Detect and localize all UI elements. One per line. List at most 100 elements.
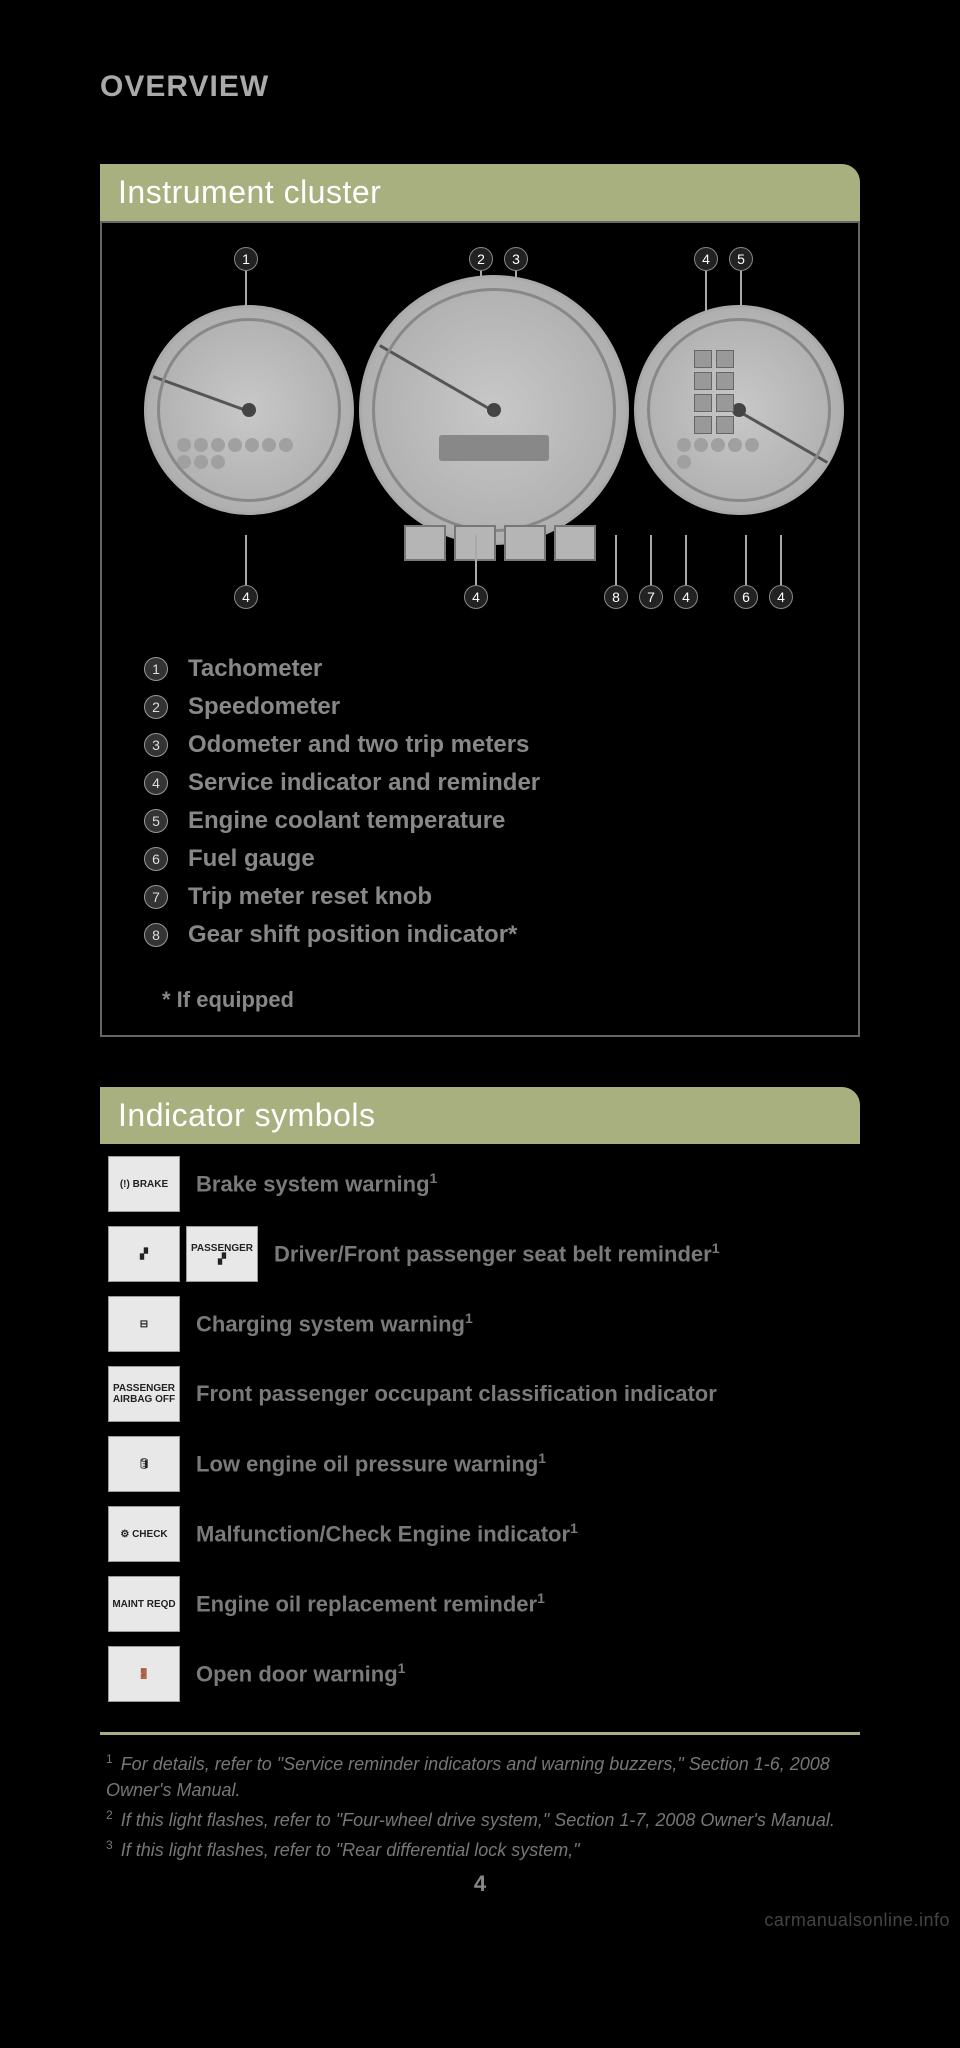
callout-lead-line [780,535,782,585]
legend-label: Engine coolant temperature [188,807,505,835]
callout-number: 2 [469,247,493,271]
legend-label: Odometer and two trip meters [188,731,529,759]
callout-number: 3 [504,247,528,271]
legend-row: 5 Engine coolant temperature [144,807,816,835]
if-equipped-note: * If equipped [162,987,846,1013]
watermark: carmanualsonline.info [764,1910,950,1931]
indicator-dots [177,438,297,469]
callout-lead-line [705,271,707,311]
legend-number: 6 [144,847,168,871]
callout-number: 8 [604,585,628,609]
open-door-icon: 🚪 [108,1646,180,1702]
callout-lead-line [650,535,652,585]
callout-number: 4 [694,247,718,271]
legend-row: 3 Odometer and two trip meters [144,731,816,759]
legend-label: Tachometer [188,655,322,683]
indicator-label: Brake system warning1 [196,1170,437,1198]
oil-pressure-icon: 🛢 [108,1436,180,1492]
legend-row: 2 Speedometer [144,693,816,721]
callout-number: 4 [234,585,258,609]
callout-number: 5 [729,247,753,271]
cluster-legend: 1 Tachometer 2 Speedometer 3 Odometer and two… [114,635,846,969]
brake-icon: (!) BRAKE [108,1156,180,1212]
instrument-cluster-box: 12345 [100,221,860,1037]
indicator-row: ▞PASSENGER ▞ Driver/Front passenger seat … [108,1226,852,1282]
legend-label: Fuel gauge [188,845,315,873]
odometer-lcd [439,435,549,461]
callout-number: 4 [464,585,488,609]
indicator-dots [677,438,767,469]
legend-label: Trip meter reset knob [188,883,432,911]
maint-reqd-icon: MAINT REQD [108,1576,180,1632]
indicator-row: ⚙ CHECK Malfunction/Check Engine indicato… [108,1506,852,1562]
cluster-buttons [404,525,596,561]
indicator-row: ⊟ Charging system warning1 [108,1296,852,1352]
footnote: 3 If this light flashes, refer to "Rear … [106,1837,854,1863]
indicator-label: Front passenger occupant classification … [196,1380,717,1408]
legend-number: 2 [144,695,168,719]
legend-row: 7 Trip meter reset knob [144,883,816,911]
legend-row: 6 Fuel gauge [144,845,816,873]
indicator-label: Charging system warning1 [196,1310,473,1338]
legend-number: 5 [144,809,168,833]
section-divider [100,1732,860,1735]
indicator-row: (!) BRAKE Brake system warning1 [108,1156,852,1212]
footnote: 2 If this light flashes, refer to "Four-… [106,1807,854,1833]
indicator-row: MAINT REQD Engine oil replacement reminde… [108,1576,852,1632]
page-container: OVERVIEW Instrument cluster 12345 [0,0,960,1937]
indicator-row: 🛢 Low engine oil pressure warning1 [108,1436,852,1492]
gear-shift-indicator [694,350,734,434]
indicator-label: Low engine oil pressure warning1 [196,1450,546,1478]
callout-number: 6 [734,585,758,609]
callout-number: 4 [674,585,698,609]
indicator-label: Engine oil replacement reminder1 [196,1590,545,1618]
tachometer-needle [153,375,250,413]
airbag-off-icon: PASSENGER AIRBAG OFF [108,1366,180,1422]
gauge-hub [732,403,746,417]
indicator-label: Driver/Front passenger seat belt reminde… [274,1240,720,1268]
legend-number: 4 [144,771,168,795]
indicator-symbol-list: (!) BRAKEBrake system warning1▞PASSENGER… [100,1144,860,1702]
fuel-needle [738,410,828,464]
callout-number: 7 [639,585,663,609]
section-title-cluster: Instrument cluster [100,164,860,221]
indicator-symbols-section: Indicator symbols (!) BRAKE Brake system … [100,1087,860,1702]
legend-number: 3 [144,733,168,757]
legend-number: 1 [144,657,168,681]
seatbelt-passenger-icon: PASSENGER ▞ [186,1226,258,1282]
legend-row: 8 Gear shift position indicator* [144,921,816,949]
seatbelt-driver-icon: ▞ [108,1226,180,1282]
callout-lead-line [245,535,247,585]
fuel-temp-gauge [634,305,844,515]
footnotes: 1 For details, refer to "Service reminde… [100,1751,860,1863]
indicator-label: Open door warning1 [196,1660,405,1688]
legend-row: 1 Tachometer [144,655,816,683]
page-number: 4 [100,1871,860,1897]
callout-lead-line [685,535,687,585]
gauge-hub [487,403,501,417]
section-title-indicators: Indicator symbols [100,1087,860,1144]
indicator-row: 🚪 Open door warning1 [108,1646,852,1702]
legend-number: 7 [144,885,168,909]
speedometer-gauge [359,275,629,545]
instrument-cluster-diagram: 12345 [114,235,846,625]
check-engine-icon: ⚙ CHECK [108,1506,180,1562]
legend-number: 8 [144,923,168,947]
speedometer-needle [379,344,495,413]
callout-lead-line [745,535,747,585]
battery-icon: ⊟ [108,1296,180,1352]
callout-lead-line [475,535,477,585]
gauge-hub [242,403,256,417]
callout-number: 1 [234,247,258,271]
callout-lead-line [615,535,617,585]
footnote: 1 For details, refer to "Service reminde… [106,1751,854,1803]
indicator-row: PASSENGER AIRBAG OFF Front passenger occu… [108,1366,852,1422]
legend-row: 4 Service indicator and reminder [144,769,816,797]
legend-label: Gear shift position indicator* [188,921,517,949]
legend-label: Service indicator and reminder [188,769,540,797]
tachometer-gauge [144,305,354,515]
indicator-label: Malfunction/Check Engine indicator1 [196,1520,578,1548]
legend-label: Speedometer [188,693,340,721]
callout-number: 4 [769,585,793,609]
page-header: OVERVIEW [100,70,860,104]
